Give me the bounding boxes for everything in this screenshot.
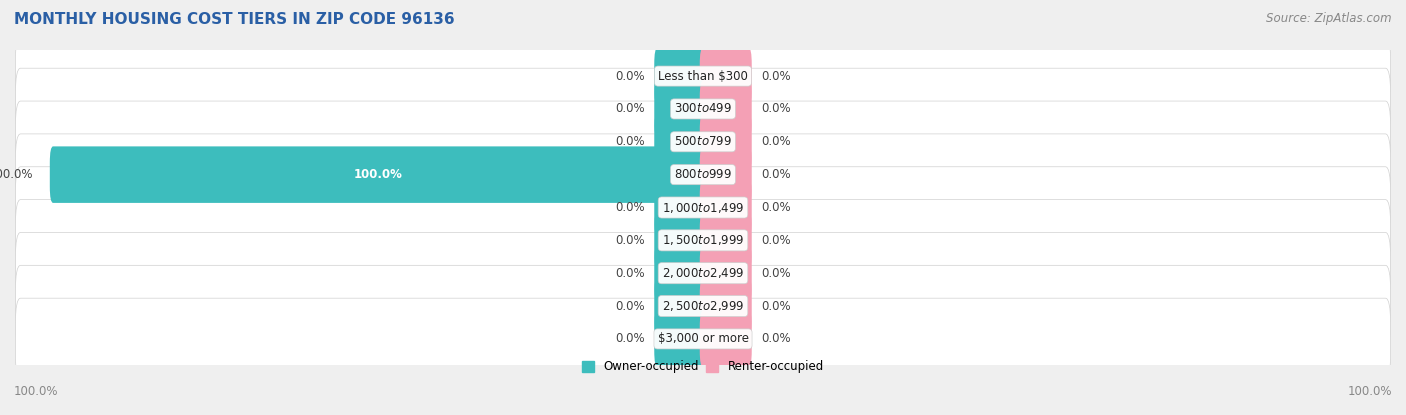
Text: 100.0%: 100.0% <box>0 168 34 181</box>
Text: 0.0%: 0.0% <box>762 168 792 181</box>
FancyBboxPatch shape <box>15 134 1391 215</box>
Text: $800 to $999: $800 to $999 <box>673 168 733 181</box>
FancyBboxPatch shape <box>654 278 706 334</box>
FancyBboxPatch shape <box>15 68 1391 150</box>
Legend: Owner-occupied, Renter-occupied: Owner-occupied, Renter-occupied <box>578 356 828 378</box>
FancyBboxPatch shape <box>700 245 752 301</box>
FancyBboxPatch shape <box>15 265 1391 347</box>
FancyBboxPatch shape <box>654 311 706 367</box>
Text: 0.0%: 0.0% <box>614 300 644 312</box>
Text: 0.0%: 0.0% <box>762 267 792 280</box>
FancyBboxPatch shape <box>700 179 752 236</box>
Text: Less than $300: Less than $300 <box>658 70 748 83</box>
Text: $1,500 to $1,999: $1,500 to $1,999 <box>662 233 744 247</box>
Text: Source: ZipAtlas.com: Source: ZipAtlas.com <box>1267 12 1392 25</box>
Text: 0.0%: 0.0% <box>614 135 644 148</box>
Text: 0.0%: 0.0% <box>614 332 644 345</box>
Text: 100.0%: 100.0% <box>14 386 59 398</box>
FancyBboxPatch shape <box>654 48 706 104</box>
FancyBboxPatch shape <box>700 146 752 203</box>
FancyBboxPatch shape <box>15 298 1391 380</box>
Text: 0.0%: 0.0% <box>762 201 792 214</box>
FancyBboxPatch shape <box>654 179 706 236</box>
Text: $1,000 to $1,499: $1,000 to $1,499 <box>662 200 744 215</box>
Text: 0.0%: 0.0% <box>614 201 644 214</box>
Text: 0.0%: 0.0% <box>614 103 644 115</box>
Text: 0.0%: 0.0% <box>614 70 644 83</box>
Text: 0.0%: 0.0% <box>614 234 644 247</box>
FancyBboxPatch shape <box>15 232 1391 314</box>
FancyBboxPatch shape <box>700 278 752 334</box>
Text: $500 to $799: $500 to $799 <box>673 135 733 148</box>
FancyBboxPatch shape <box>15 167 1391 248</box>
Text: 0.0%: 0.0% <box>762 103 792 115</box>
Text: 0.0%: 0.0% <box>762 300 792 312</box>
Text: 100.0%: 100.0% <box>1347 386 1392 398</box>
Text: $2,500 to $2,999: $2,500 to $2,999 <box>662 299 744 313</box>
FancyBboxPatch shape <box>15 200 1391 281</box>
Text: $2,000 to $2,499: $2,000 to $2,499 <box>662 266 744 280</box>
FancyBboxPatch shape <box>700 81 752 137</box>
FancyBboxPatch shape <box>700 114 752 170</box>
Text: 0.0%: 0.0% <box>614 267 644 280</box>
FancyBboxPatch shape <box>700 212 752 269</box>
Text: 0.0%: 0.0% <box>762 332 792 345</box>
Text: $300 to $499: $300 to $499 <box>673 103 733 115</box>
FancyBboxPatch shape <box>49 146 706 203</box>
FancyBboxPatch shape <box>654 212 706 269</box>
Text: MONTHLY HOUSING COST TIERS IN ZIP CODE 96136: MONTHLY HOUSING COST TIERS IN ZIP CODE 9… <box>14 12 454 27</box>
FancyBboxPatch shape <box>654 114 706 170</box>
Text: $3,000 or more: $3,000 or more <box>658 332 748 345</box>
Text: 0.0%: 0.0% <box>762 70 792 83</box>
FancyBboxPatch shape <box>15 35 1391 117</box>
Text: 100.0%: 100.0% <box>353 168 402 181</box>
Text: 0.0%: 0.0% <box>762 135 792 148</box>
FancyBboxPatch shape <box>700 48 752 104</box>
Text: 0.0%: 0.0% <box>762 234 792 247</box>
FancyBboxPatch shape <box>654 81 706 137</box>
FancyBboxPatch shape <box>15 101 1391 183</box>
FancyBboxPatch shape <box>700 311 752 367</box>
FancyBboxPatch shape <box>654 245 706 301</box>
